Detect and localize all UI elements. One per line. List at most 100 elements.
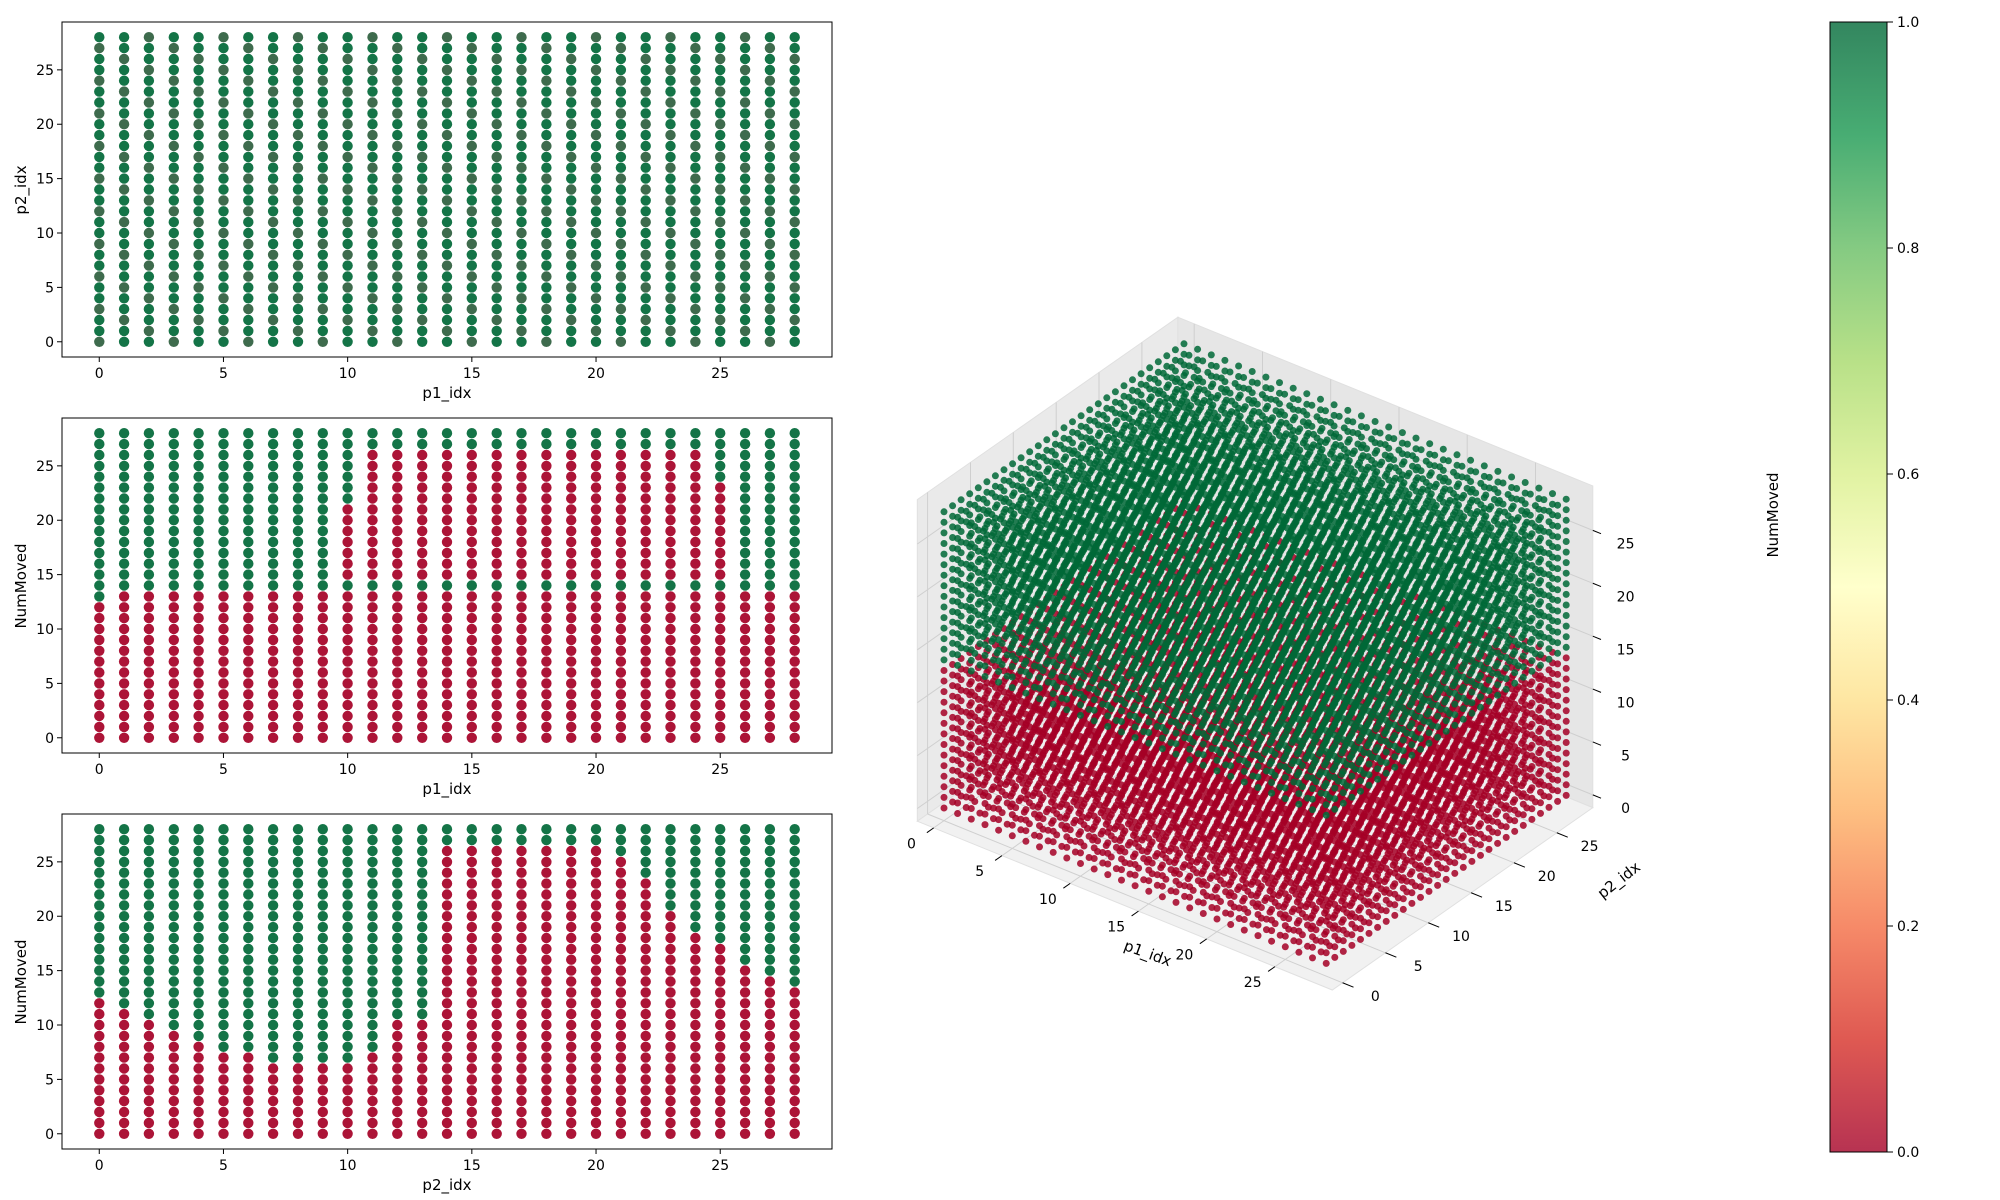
- data-point: [590, 42, 602, 54]
- data-point: [292, 1106, 304, 1118]
- data-point: [193, 53, 204, 65]
- data-point: [168, 119, 179, 130]
- data-point: [292, 314, 304, 326]
- data-point: [417, 1063, 428, 1074]
- data-point-3d: [1253, 379, 1261, 387]
- data-point: [392, 591, 403, 602]
- data-point: [218, 1063, 229, 1074]
- data-point-3d: [1267, 385, 1275, 393]
- data-point-3d: [1562, 590, 1570, 598]
- data-point: [267, 53, 279, 65]
- data-point: [267, 721, 279, 733]
- data-point: [168, 32, 179, 43]
- data-point: [143, 911, 155, 922]
- data-point: [392, 1041, 403, 1053]
- data-point-3d: [1480, 462, 1488, 470]
- data-point: [193, 878, 204, 889]
- data-point: [615, 119, 627, 130]
- data-point: [466, 1041, 477, 1053]
- data-point: [615, 325, 627, 337]
- data-point: [789, 1117, 800, 1129]
- data-point: [243, 987, 254, 998]
- data-point: [94, 493, 105, 504]
- data-point: [640, 428, 651, 439]
- data-point: [590, 525, 602, 537]
- data-point: [541, 1085, 552, 1096]
- data-point: [541, 151, 552, 163]
- data-point: [94, 53, 105, 65]
- data-point-3d: [1554, 628, 1562, 636]
- data-point: [417, 525, 428, 537]
- data-point: [665, 42, 676, 54]
- data-point-3d: [1545, 571, 1553, 579]
- data-point: [789, 314, 800, 326]
- data-point: [566, 612, 577, 624]
- data-point: [640, 504, 651, 515]
- data-point: [317, 1074, 328, 1085]
- data-point: [590, 162, 602, 173]
- data-point: [491, 1041, 502, 1053]
- data-point: [690, 238, 701, 250]
- data-point: [764, 1052, 776, 1063]
- data-point: [665, 591, 676, 602]
- data-point: [94, 602, 105, 613]
- data-point: [640, 845, 651, 857]
- data-point: [441, 1117, 453, 1129]
- data-point: [392, 689, 403, 700]
- data-point: [640, 162, 651, 173]
- data-point: [566, 965, 577, 976]
- data-point-3d: [1537, 651, 1544, 659]
- data-point: [168, 504, 179, 515]
- data-point: [243, 173, 254, 184]
- data-point: [665, 932, 676, 944]
- data-point: [218, 889, 229, 900]
- data-point: [615, 1041, 627, 1053]
- data-point: [267, 856, 279, 868]
- data-point: [739, 1052, 751, 1063]
- data-point: [665, 1085, 676, 1096]
- data-point: [516, 293, 527, 304]
- data-point: [94, 173, 105, 184]
- data-point: [665, 471, 676, 482]
- data-point: [392, 173, 403, 184]
- data-point: [342, 878, 353, 889]
- data-point: [193, 667, 204, 678]
- data-point: [243, 53, 254, 65]
- data-point: [566, 206, 577, 217]
- data-point: [491, 1074, 502, 1085]
- data-point: [615, 151, 627, 163]
- data-point: [466, 108, 477, 119]
- data-point: [789, 867, 800, 878]
- data-point: [541, 129, 552, 141]
- data-point: [665, 515, 676, 526]
- data-point: [94, 889, 105, 900]
- data-point-3d: [1453, 451, 1461, 459]
- data-point: [566, 53, 577, 65]
- data-point: [491, 282, 502, 293]
- data-point: [764, 1106, 776, 1118]
- data-point: [317, 151, 328, 163]
- data-point: [292, 1052, 304, 1063]
- data-point: [267, 428, 279, 439]
- data-point: [168, 678, 179, 689]
- data-point: [640, 515, 651, 526]
- data-point: [292, 547, 304, 559]
- data-point: [690, 1074, 701, 1085]
- data-point: [566, 42, 577, 54]
- data-point: [491, 569, 502, 580]
- data-point: [193, 428, 204, 439]
- data-point: [590, 460, 602, 472]
- data-point: [168, 1095, 179, 1107]
- data-point: [541, 1117, 552, 1129]
- data-point: [392, 932, 403, 944]
- data-point: [764, 1095, 776, 1107]
- data-point: [541, 173, 552, 184]
- data-point: [417, 965, 428, 976]
- data-point: [615, 558, 627, 569]
- data-point: [789, 656, 800, 667]
- data-point: [516, 721, 527, 733]
- data-point: [417, 119, 428, 130]
- data-point: [466, 206, 477, 217]
- data-point: [491, 460, 502, 472]
- data-point: [267, 612, 279, 624]
